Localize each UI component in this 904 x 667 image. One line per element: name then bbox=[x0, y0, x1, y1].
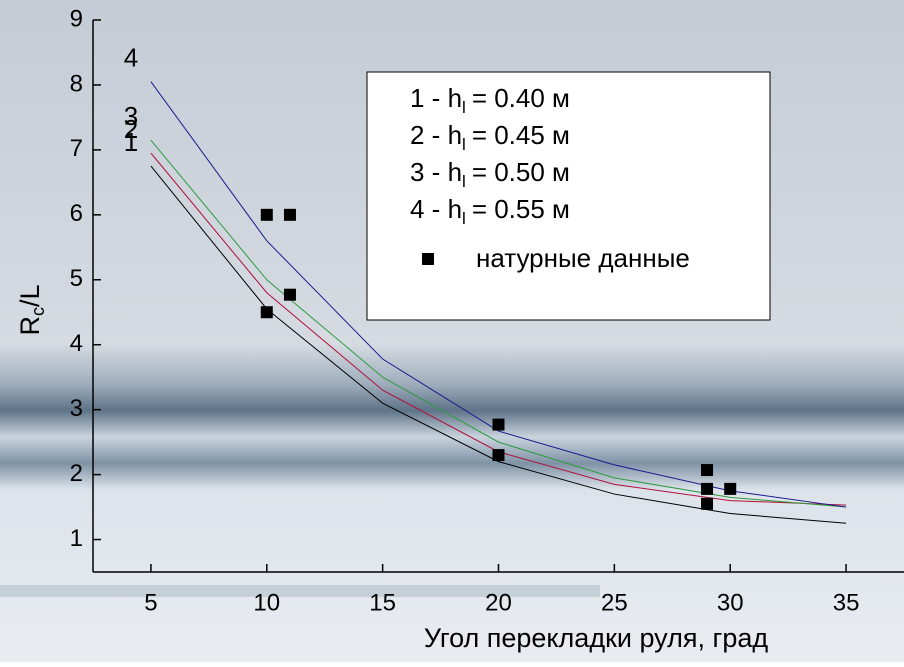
data-point bbox=[701, 464, 714, 477]
legend-suffix: = 0.45 м bbox=[472, 120, 570, 150]
legend-suffix: = 0.55 м bbox=[472, 194, 570, 224]
curve-label: 2 bbox=[124, 114, 138, 144]
y-tick-label: 7 bbox=[70, 135, 83, 162]
curve-label: 3 bbox=[124, 101, 138, 131]
legend-label: 4 - hl = 0.55 м bbox=[410, 194, 570, 229]
legend-suffix: = 0.40 м bbox=[472, 83, 570, 113]
data-point bbox=[492, 418, 505, 431]
y-tick-label: 1 bbox=[70, 525, 83, 552]
legend-name: 3 - h bbox=[410, 157, 462, 187]
y-tick-label: 4 bbox=[70, 330, 83, 357]
x-tick-label: 35 bbox=[833, 589, 860, 616]
legend-sub: l bbox=[462, 98, 466, 117]
background bbox=[0, 585, 600, 597]
y-tick-label: 9 bbox=[70, 5, 83, 32]
data-point bbox=[260, 208, 273, 221]
y-tick-label: 2 bbox=[70, 460, 83, 487]
data-point bbox=[724, 482, 737, 495]
y-label-main: R bbox=[15, 316, 45, 336]
x-tick-label: 20 bbox=[485, 589, 512, 616]
legend-label: 3 - hl = 0.50 м bbox=[410, 157, 570, 192]
legend-marker bbox=[422, 253, 434, 265]
data-point bbox=[492, 449, 505, 462]
legend-name: 4 - h bbox=[410, 194, 462, 224]
legend-suffix: = 0.50 м bbox=[472, 157, 570, 187]
y-label-sub: c bbox=[28, 307, 48, 316]
x-tick-label: 25 bbox=[601, 589, 628, 616]
y-axis-label: Rc/L bbox=[15, 284, 48, 335]
legend-label: 2 - hl = 0.45 м bbox=[410, 120, 570, 155]
y-tick-label: 3 bbox=[70, 395, 83, 422]
y-tick-label: 6 bbox=[70, 200, 83, 227]
curve-label: 4 bbox=[124, 43, 138, 73]
curve-label: 1 bbox=[124, 127, 138, 157]
x-tick-label: 5 bbox=[144, 589, 157, 616]
legend-label: натурные данные bbox=[476, 243, 690, 273]
x-tick-label: 15 bbox=[369, 589, 396, 616]
legend-label: 1 - hl = 0.40 м bbox=[410, 83, 570, 118]
x-tick-label: 10 bbox=[253, 589, 280, 616]
data-point bbox=[701, 482, 714, 495]
line-series bbox=[150, 139, 847, 508]
legend-name: 2 - h bbox=[410, 120, 462, 150]
y-label-suffix: /L bbox=[15, 284, 45, 307]
data-point bbox=[283, 288, 296, 301]
legend-sub: l bbox=[462, 135, 466, 154]
x-tick-label: 30 bbox=[717, 589, 744, 616]
legend-box bbox=[366, 71, 771, 321]
data-point bbox=[701, 497, 714, 510]
y-tick-label: 5 bbox=[70, 265, 83, 292]
legend-name: 1 - h bbox=[410, 83, 462, 113]
data-point bbox=[260, 306, 273, 319]
y-tick-label: 8 bbox=[70, 70, 83, 97]
x-axis-label: Угол перекладки руля, град bbox=[424, 623, 768, 653]
data-point bbox=[283, 208, 296, 221]
legend-sub: l bbox=[462, 172, 466, 191]
legend-sub: l bbox=[462, 209, 466, 228]
